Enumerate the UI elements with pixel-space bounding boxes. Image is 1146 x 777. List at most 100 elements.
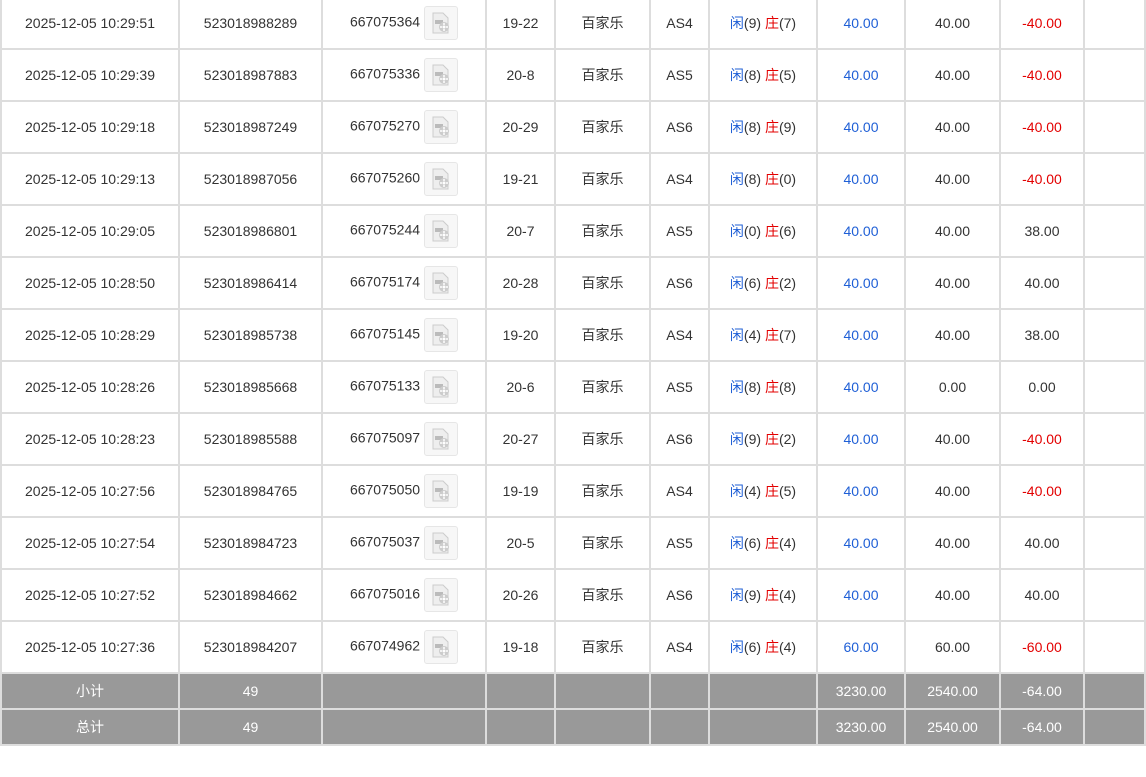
round-cell: 667075097 bbox=[321, 412, 487, 466]
bet-amount[interactable]: 40.00 bbox=[816, 48, 906, 102]
table-row: 2025-12-05 10:27:54 523018984723 6670750… bbox=[0, 516, 1146, 570]
game-name: 百家乐 bbox=[554, 412, 651, 466]
video-replay-icon[interactable] bbox=[424, 162, 459, 196]
shoe-round: 19-20 bbox=[485, 308, 556, 362]
total-bet: 3230.00 bbox=[816, 708, 906, 746]
win-loss: -40.00 bbox=[999, 48, 1085, 102]
win-loss: 38.00 bbox=[999, 308, 1085, 362]
table-row: 2025-12-05 10:28:50 523018986414 6670751… bbox=[0, 256, 1146, 310]
bet-amount[interactable]: 60.00 bbox=[816, 620, 906, 674]
game-name: 百家乐 bbox=[554, 48, 651, 102]
shoe-round: 19-18 bbox=[485, 620, 556, 674]
bet-amount[interactable]: 40.00 bbox=[816, 204, 906, 258]
round-number: 667075097 bbox=[349, 429, 421, 446]
table-name: AS6 bbox=[649, 568, 710, 622]
result-cell: 闲(6) 庄(4) bbox=[708, 516, 818, 570]
table-name: AS4 bbox=[649, 464, 710, 518]
shoe-round: 19-21 bbox=[485, 152, 556, 206]
banker-label: 庄 bbox=[764, 327, 779, 343]
valid-bet: 40.00 bbox=[904, 568, 1001, 622]
player-points: (4) bbox=[743, 327, 762, 343]
shoe-round: 20-7 bbox=[485, 204, 556, 258]
bet-amount[interactable]: 40.00 bbox=[816, 256, 906, 310]
bet-time: 2025-12-05 10:28:50 bbox=[0, 256, 180, 310]
video-replay-icon[interactable] bbox=[424, 474, 459, 508]
win-loss: -40.00 bbox=[999, 100, 1085, 154]
player-label: 闲 bbox=[729, 379, 744, 395]
game-name: 百家乐 bbox=[554, 204, 651, 258]
result-cell: 闲(9) 庄(7) bbox=[708, 0, 818, 50]
bet-amount[interactable]: 40.00 bbox=[816, 152, 906, 206]
round-cell: 667075133 bbox=[321, 360, 487, 414]
banker-label: 庄 bbox=[764, 223, 779, 239]
subtotal-bet: 3230.00 bbox=[816, 672, 906, 710]
video-replay-icon[interactable] bbox=[424, 214, 459, 248]
result-cell: 闲(8) 庄(0) bbox=[708, 152, 818, 206]
video-replay-icon[interactable] bbox=[424, 266, 459, 300]
table-row: 2025-12-05 10:29:18 523018987249 6670752… bbox=[0, 100, 1146, 154]
banker-points: (2) bbox=[778, 431, 797, 447]
banker-label: 庄 bbox=[764, 587, 779, 603]
bet-time: 2025-12-05 10:27:36 bbox=[0, 620, 180, 674]
player-label: 闲 bbox=[729, 67, 744, 83]
video-replay-icon[interactable] bbox=[424, 58, 459, 92]
bet-amount[interactable]: 40.00 bbox=[816, 412, 906, 466]
banker-points: (8) bbox=[778, 379, 797, 395]
player-points: (4) bbox=[743, 483, 762, 499]
player-label: 闲 bbox=[729, 327, 744, 343]
result-cell: 闲(4) 庄(7) bbox=[708, 308, 818, 362]
order-number: 523018986414 bbox=[178, 256, 323, 310]
bet-amount[interactable]: 40.00 bbox=[816, 360, 906, 414]
win-loss: 40.00 bbox=[999, 568, 1085, 622]
banker-points: (4) bbox=[778, 639, 797, 655]
bet-amount[interactable]: 40.00 bbox=[816, 516, 906, 570]
video-replay-icon[interactable] bbox=[424, 578, 459, 612]
bet-amount[interactable]: 40.00 bbox=[816, 464, 906, 518]
video-replay-icon[interactable] bbox=[424, 110, 459, 144]
banker-points: (5) bbox=[778, 67, 797, 83]
video-replay-icon[interactable] bbox=[424, 630, 459, 664]
result-cell: 闲(4) 庄(5) bbox=[708, 464, 818, 518]
player-points: (6) bbox=[743, 639, 762, 655]
banker-label: 庄 bbox=[764, 639, 779, 655]
video-replay-icon[interactable] bbox=[424, 318, 459, 352]
banker-label: 庄 bbox=[764, 67, 779, 83]
banker-points: (2) bbox=[778, 275, 797, 291]
bet-amount[interactable]: 40.00 bbox=[816, 0, 906, 50]
order-number: 523018984207 bbox=[178, 620, 323, 674]
valid-bet: 40.00 bbox=[904, 204, 1001, 258]
round-number: 667075364 bbox=[349, 13, 421, 30]
bet-amount[interactable]: 40.00 bbox=[816, 568, 906, 622]
video-replay-icon[interactable] bbox=[424, 422, 459, 456]
bet-time: 2025-12-05 10:28:26 bbox=[0, 360, 180, 414]
result-cell: 闲(8) 庄(9) bbox=[708, 100, 818, 154]
table-row: 2025-12-05 10:29:05 523018986801 6670752… bbox=[0, 204, 1146, 258]
round-number: 667075174 bbox=[349, 273, 421, 290]
video-replay-icon[interactable] bbox=[424, 526, 459, 560]
valid-bet: 40.00 bbox=[904, 48, 1001, 102]
table-row: 2025-12-05 10:29:13 523018987056 6670752… bbox=[0, 152, 1146, 206]
game-name: 百家乐 bbox=[554, 0, 651, 50]
banker-label: 庄 bbox=[764, 171, 779, 187]
order-number: 523018985668 bbox=[178, 360, 323, 414]
game-name: 百家乐 bbox=[554, 568, 651, 622]
banker-points: (0) bbox=[778, 171, 797, 187]
player-points: (6) bbox=[743, 275, 762, 291]
video-replay-icon[interactable] bbox=[424, 6, 459, 40]
valid-bet: 40.00 bbox=[904, 256, 1001, 310]
result-cell: 闲(6) 庄(4) bbox=[708, 620, 818, 674]
bet-amount[interactable]: 40.00 bbox=[816, 100, 906, 154]
video-replay-icon[interactable] bbox=[424, 370, 459, 404]
win-loss: 40.00 bbox=[999, 516, 1085, 570]
bet-amount[interactable]: 40.00 bbox=[816, 308, 906, 362]
banker-points: (4) bbox=[778, 587, 797, 603]
bet-time: 2025-12-05 10:29:18 bbox=[0, 100, 180, 154]
bet-time: 2025-12-05 10:29:05 bbox=[0, 204, 180, 258]
banker-points: (5) bbox=[778, 483, 797, 499]
bet-time: 2025-12-05 10:27:56 bbox=[0, 464, 180, 518]
subtotal-row: 小计 49 3230.00 2540.00 -64.00 bbox=[0, 672, 1146, 710]
result-cell: 闲(9) 庄(4) bbox=[708, 568, 818, 622]
shoe-round: 20-5 bbox=[485, 516, 556, 570]
banker-points: (4) bbox=[778, 535, 797, 551]
table-name: AS5 bbox=[649, 360, 710, 414]
